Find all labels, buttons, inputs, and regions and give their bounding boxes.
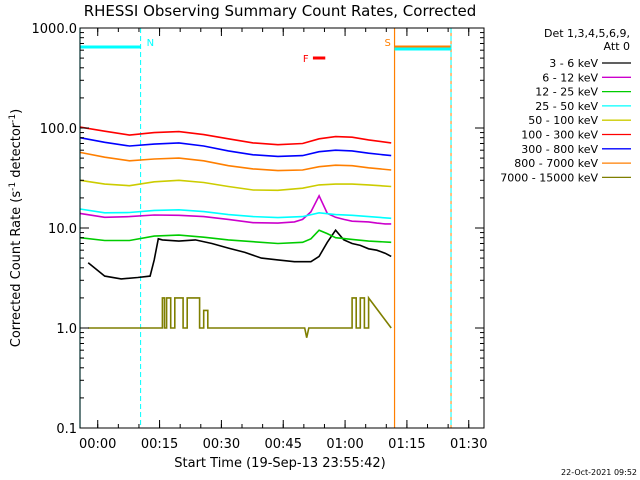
series-7000-15000-kev bbox=[88, 295, 392, 338]
y-tick-label: 1.0 bbox=[56, 322, 77, 337]
x-axis-label: Start Time (19-Sep-13 23:55:42) bbox=[174, 456, 385, 471]
series-3-6-kev bbox=[87, 228, 392, 280]
legend-attenuator: Att 0 bbox=[604, 40, 630, 53]
series-12-25-kev bbox=[79, 229, 392, 245]
legend-label-300-800-kev: 300 - 800 keV bbox=[521, 143, 598, 156]
band-n-label: N bbox=[147, 38, 154, 49]
series-100-300-kev bbox=[79, 126, 392, 146]
observing-bands: N F S bbox=[79, 28, 452, 428]
chart-title: RHESSI Observing Summary Count Rates, Co… bbox=[84, 2, 477, 20]
y-axis-label-detector-exponent: -1 bbox=[8, 114, 18, 123]
legend-label-800-7000-kev: 800 - 7000 keV bbox=[514, 157, 598, 170]
band-f-label: F bbox=[303, 54, 309, 65]
legend-label-100-300-kev: 100 - 300 keV bbox=[521, 129, 598, 142]
legend-label-12-25-kev: 12 - 25 keV bbox=[535, 86, 598, 99]
x-axis: 00:00 00:15 00:30 00:45 01:00 01:15 01:30 bbox=[79, 28, 487, 452]
x-tick-label: 00:45 bbox=[265, 437, 302, 452]
series-6-12-kev bbox=[79, 193, 392, 225]
y-tick-label: 0.1 bbox=[56, 422, 77, 437]
x-tick-label: 01:15 bbox=[388, 437, 425, 452]
y-axis-label-exponent: -1 bbox=[8, 182, 18, 191]
legend-label-25-50-kev: 25 - 50 keV bbox=[535, 100, 598, 113]
band-s-label: S bbox=[385, 38, 391, 49]
legend-detectors: Det 1,3,4,5,6,9, bbox=[544, 27, 630, 40]
series-50-100-kev bbox=[79, 179, 392, 192]
legend-label-50-100-kev: 50 - 100 keV bbox=[528, 114, 598, 127]
x-tick-label: 00:30 bbox=[203, 437, 240, 452]
series-layer bbox=[79, 126, 392, 338]
x-tick-label: 01:30 bbox=[450, 437, 487, 452]
y-axis-label-close: ) bbox=[9, 109, 24, 114]
series-300-800-kev bbox=[79, 136, 392, 158]
y-axis-label-main: Corrected Count Rate (s bbox=[9, 191, 24, 348]
y-axis-label: Corrected Count Rate (s-1 detector-1) bbox=[8, 109, 24, 347]
x-tick-label: 00:00 bbox=[79, 437, 116, 452]
legend-label-7000-15000-kev: 7000 - 15000 keV bbox=[500, 171, 598, 184]
y-axis-label-detector: detector bbox=[9, 122, 24, 182]
generation-timestamp: 22-Oct-2021 09:52 bbox=[561, 468, 637, 477]
legend-label-3-6-kev: 3 - 6 keV bbox=[549, 57, 598, 70]
x-tick-label: 00:15 bbox=[141, 437, 178, 452]
y-tick-label: 100.0 bbox=[40, 122, 77, 137]
series-800-7000-kev bbox=[79, 151, 392, 172]
series-25-50-kev bbox=[79, 208, 392, 220]
y-axis: 0.1 1.0 10.0 100.0 1000.0 bbox=[32, 22, 484, 437]
y-tick-label: 1000.0 bbox=[32, 22, 78, 37]
y-tick-label: 10.0 bbox=[48, 222, 77, 237]
legend-label-6-12-kev: 6 - 12 keV bbox=[542, 71, 598, 84]
x-tick-label: 01:00 bbox=[326, 437, 363, 452]
